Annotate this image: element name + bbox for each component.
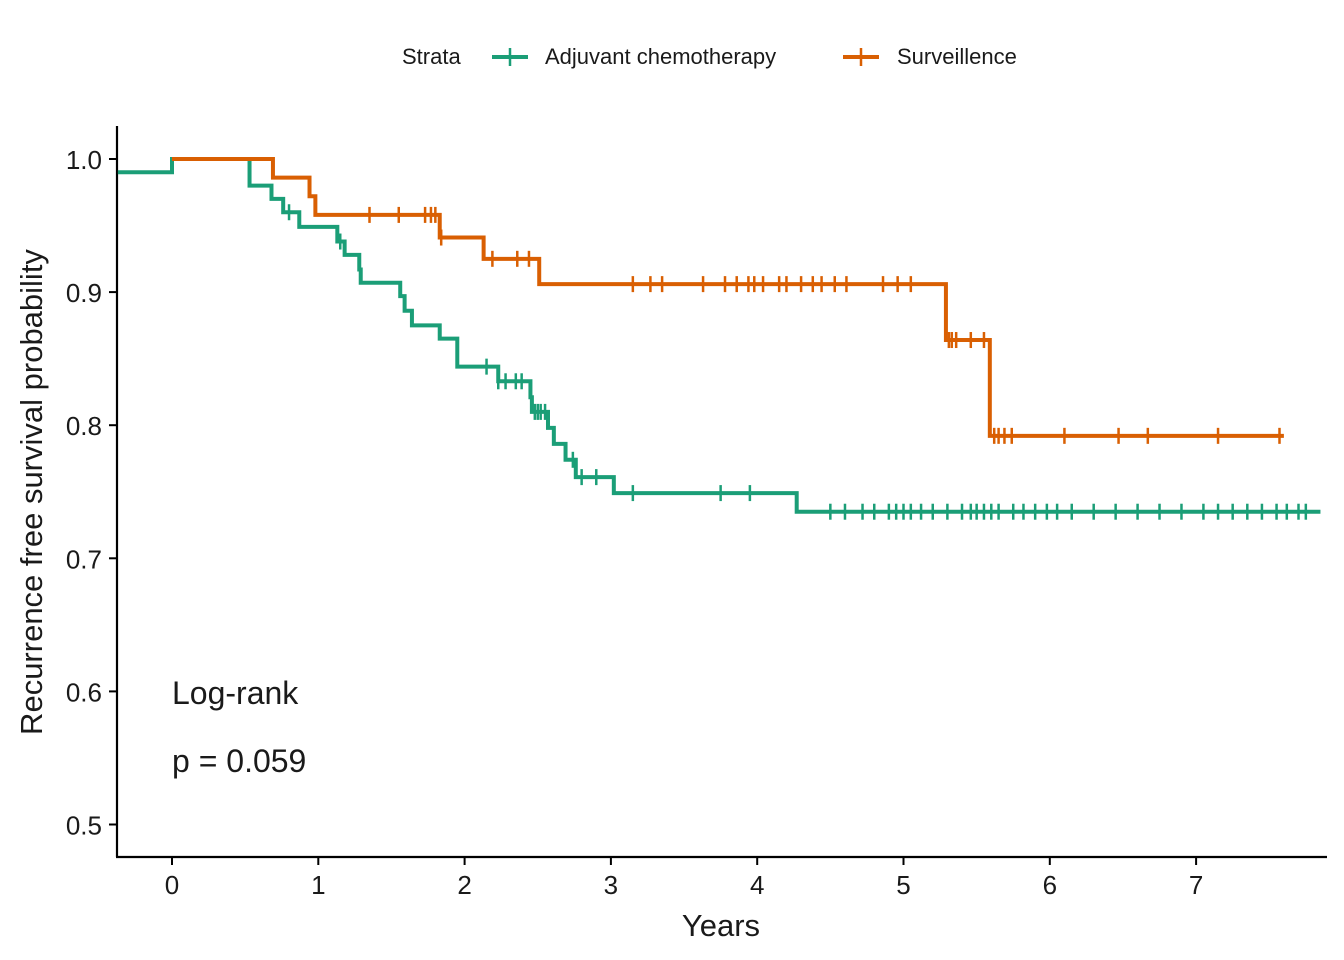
legend-key-surveillence [843,48,879,66]
legend: Strata Adjuvant chemotherapy Surveillenc… [402,44,1017,69]
x-tick-label: 5 [896,870,910,900]
y-tick-label: 0.5 [66,811,102,841]
legend-key-adjuvant [492,48,528,66]
y-axis-ticks: 0.5 0.6 0.7 0.8 0.9 1.0 [66,145,117,841]
legend-label-surveillence: Surveillence [897,44,1017,69]
y-axis-title: Recurrence free survival probability [14,249,49,735]
x-tick-label: 7 [1189,870,1203,900]
x-axis-title: Years [682,908,760,943]
logrank-label: Log-rank [172,675,299,711]
y-tick-label: 0.7 [66,544,102,574]
x-tick-label: 1 [311,870,325,900]
x-axis-ticks: 0 1 2 3 4 5 6 7 [165,857,1203,900]
x-tick-label: 4 [750,870,764,900]
curve-surveillence [172,157,1284,438]
legend-title: Strata [402,44,461,69]
x-tick-label: 2 [457,870,471,900]
y-tick-label: 0.6 [66,677,102,707]
x-tick-label: 6 [1043,870,1057,900]
y-tick-label: 1.0 [66,145,102,175]
y-tick-label: 0.9 [66,278,102,308]
x-tick-label: 0 [165,870,179,900]
legend-label-adjuvant: Adjuvant chemotherapy [545,44,776,69]
y-tick-label: 0.8 [66,411,102,441]
x-tick-label: 3 [604,870,618,900]
p-value-label: p = 0.059 [172,743,306,779]
curve-adjuvant [117,157,1321,514]
survival-curves [117,157,1321,520]
